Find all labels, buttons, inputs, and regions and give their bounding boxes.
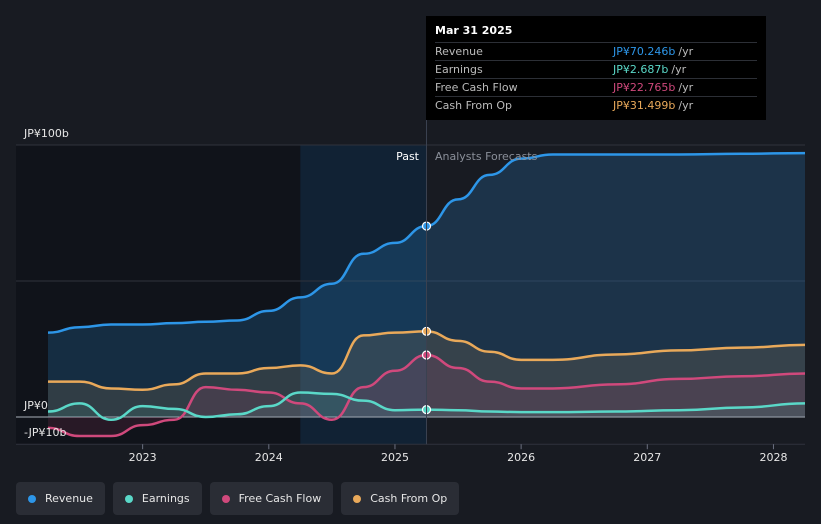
x-tick-label: 2023 [129,451,157,464]
legend-cash-from-op[interactable]: Cash From Op [341,482,460,515]
past-label: Past [396,150,420,163]
tooltip-row-free-cash-flow: Free Cash Flow JP¥22.765b /yr [435,78,757,96]
y-label-bottom: -JP¥10b [24,426,66,439]
legend: Revenue Earnings Free Cash Flow Cash Fro… [16,482,460,515]
tooltip-row-cash-from-op: Cash From Op JP¥31.499b /yr [435,96,757,114]
x-tick-label: 2028 [759,451,787,464]
tooltip-name: Revenue [435,45,483,58]
tooltip-unit: /yr [678,45,694,58]
line-revenue [47,151,806,334]
legend-dot-icon [124,494,133,503]
legend-free-cash-flow[interactable]: Free Cash Flow [209,482,334,515]
legend-label: Cash From Op [370,492,448,505]
tooltip-unit: /yr [678,99,694,112]
legend-revenue[interactable]: Revenue [16,482,105,515]
tooltip-value: JP¥31.499b [613,99,676,112]
legend-earnings[interactable]: Earnings [112,482,202,515]
legend-dot-icon [28,494,36,503]
y-label-top: JP¥100b [23,127,69,140]
line-cash-from-op [47,330,806,392]
tooltip-value: JP¥70.246b [613,45,676,58]
legend-dot-icon [353,494,362,503]
tooltip-value: JP¥22.765b [613,81,676,94]
x-tick-label: 2026 [507,451,535,464]
tooltip-unit: /yr [671,63,687,76]
gridlines [16,144,805,445]
x-tick-label: 2025 [381,451,409,464]
forecast-label: Analysts Forecasts [435,150,538,163]
tooltip-unit: /yr [678,81,694,94]
legend-label: Earnings [141,492,190,505]
x-tick-label: 2027 [633,451,661,464]
tooltip-date: Mar 31 2025 [435,24,513,37]
tooltip-row-revenue: Revenue JP¥70.246b /yr [435,42,757,60]
line-free-cash-flow [47,353,806,438]
legend-dot-icon [221,494,230,503]
x-axis-ticks: 2023 2024 2025 2026 2027 2028 [129,444,787,464]
x-tick-label: 2024 [255,451,283,464]
y-label-zero: JP¥0 [23,399,48,412]
tooltip: Mar 31 2025 Revenue JP¥70.246b /yr Earni… [426,16,766,120]
legend-label: Free Cash Flow [238,492,322,505]
tooltip-row-earnings: Earnings JP¥2.687b /yr [435,60,757,78]
tooltip-value: JP¥2.687b [613,63,669,76]
line-earnings [47,391,806,421]
tooltip-name: Cash From Op [435,99,513,112]
area-earnings [48,392,805,420]
legend-label: Revenue [45,492,93,505]
tooltip-name: Free Cash Flow [435,81,518,94]
tooltip-name: Earnings [435,63,483,76]
